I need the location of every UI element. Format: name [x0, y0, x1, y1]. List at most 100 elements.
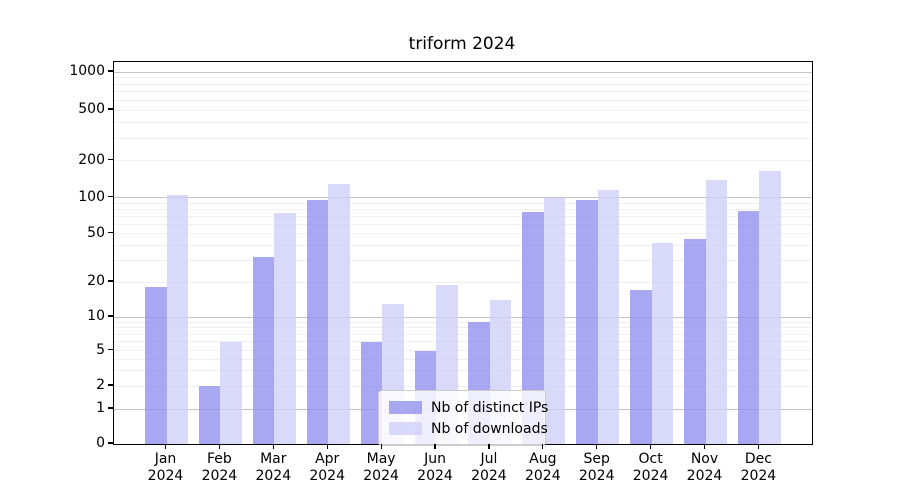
gridline-40 — [114, 244, 812, 246]
y-tick-mark — [108, 384, 113, 386]
gridline-30 — [114, 260, 812, 261]
gridline-100 — [114, 197, 812, 199]
gridline-600 — [114, 99, 812, 101]
gridline-1000 — [114, 71, 812, 73]
y-tick-mark — [108, 70, 113, 72]
legend-row-ips: Nb of distinct IPs — [389, 397, 548, 418]
gridline-90 — [114, 202, 812, 204]
y-tick-label-20: 20 — [87, 273, 105, 289]
y-tick-mark — [108, 348, 113, 351]
gridline-700 — [114, 91, 812, 93]
x-tick-label-feb: Feb 2024 — [201, 451, 238, 484]
x-tick-mark — [596, 444, 598, 449]
gridline-3 — [114, 369, 812, 371]
bar-ips-aug — [522, 211, 544, 444]
x-tick-mark — [757, 444, 760, 449]
legend-label-ips: Nb of distinct IPs — [431, 399, 549, 416]
bar-ips-dec — [737, 210, 760, 444]
y-tick-label-200: 200 — [78, 151, 105, 168]
x-tick-mark — [650, 444, 652, 449]
x-tick-label-nov: Nov 2024 — [686, 451, 723, 484]
x-tick-mark — [380, 444, 382, 449]
legend-label-downloads: Nb of downloads — [431, 420, 548, 437]
x-tick-label-oct: Oct 2024 — [632, 451, 669, 484]
bar-downloads-jan — [166, 195, 188, 444]
y-tick-mark — [108, 315, 113, 317]
x-tick-label-jan: Jan 2024 — [147, 451, 184, 484]
x-tick-mark — [272, 444, 274, 449]
gridline-80 — [114, 208, 812, 210]
gridline-10 — [114, 316, 812, 318]
gridline-20 — [114, 281, 812, 283]
y-tick-mark — [108, 280, 113, 282]
legend-row-downloads: Nb of downloads — [389, 418, 548, 439]
x-tick-mark — [326, 444, 328, 449]
y-tick-label-0: 0 — [96, 435, 105, 451]
legend: Nb of distinct IPs Nb of downloads — [378, 390, 548, 446]
x-tick-label-apr: Apr 2024 — [309, 451, 345, 484]
gridline-50 — [114, 233, 812, 234]
x-tick-label-dec: Dec 2024 — [740, 451, 777, 484]
bar-ips-feb — [198, 386, 221, 444]
legend-swatch-ips-icon — [389, 401, 422, 414]
bar-ips-apr — [306, 200, 329, 444]
gridline-4 — [114, 358, 812, 360]
y-tick-mark — [108, 196, 113, 198]
chart-title: triform 2024 — [408, 34, 516, 54]
bar-ips-mar — [252, 257, 275, 444]
gridline-60 — [114, 223, 812, 225]
y-tick-label-2: 2 — [96, 377, 105, 393]
x-tick-label-jun: Jun 2024 — [417, 451, 453, 484]
gridline-900 — [114, 77, 812, 79]
x-tick-mark — [703, 444, 706, 449]
y-tick-label-100: 100 — [78, 188, 105, 205]
gridline-8 — [114, 327, 812, 329]
x-tick-mark — [542, 444, 544, 449]
bar-downloads-aug — [543, 197, 566, 444]
gridline-500 — [114, 109, 812, 111]
y-tick-mark — [108, 108, 113, 110]
x-tick-mark — [434, 444, 436, 449]
x-tick-mark — [488, 444, 490, 449]
y-tick-label-5: 5 — [96, 341, 105, 358]
gridline-9 — [114, 321, 812, 323]
y-tick-label-1000: 1000 — [69, 63, 105, 79]
legend-swatch-downloads-icon — [389, 422, 422, 435]
bar-ips-sep — [576, 199, 598, 444]
gridline-70 — [114, 215, 812, 217]
y-tick-label-1: 1 — [96, 400, 105, 416]
plot-area: Nb of distinct IPs Nb of downloads — [113, 61, 813, 446]
gridline-7 — [114, 333, 812, 335]
gridline-5 — [114, 350, 812, 351]
bar-downloads-oct — [651, 242, 674, 444]
bar-downloads-nov — [705, 179, 727, 444]
y-tick-mark — [108, 407, 113, 409]
y-tick-label-10: 10 — [87, 308, 105, 324]
gridline-200 — [114, 160, 812, 161]
x-tick-label-may: May 2024 — [363, 451, 399, 484]
y-tick-label-50: 50 — [87, 224, 105, 241]
y-tick-mark — [108, 442, 113, 444]
bar-ips-jan — [145, 287, 167, 444]
bar-downloads-feb — [220, 341, 242, 444]
bar-ips-oct — [630, 290, 652, 444]
x-tick-label-sep: Sep 2024 — [578, 451, 615, 484]
bar-downloads-sep — [597, 189, 620, 444]
gridline-400 — [114, 121, 812, 123]
y-tick-label-500: 500 — [78, 101, 105, 117]
bar-ips-may — [360, 341, 383, 444]
bar-downloads-apr — [328, 183, 350, 444]
gridline-2 — [114, 385, 812, 387]
gridline-6 — [114, 341, 812, 343]
gridline-800 — [114, 83, 812, 85]
bar-downloads-mar — [274, 212, 296, 444]
bar-ips-nov — [684, 239, 706, 444]
gridline-300 — [114, 137, 812, 139]
x-tick-label-jul: Jul 2024 — [471, 451, 507, 484]
y-tick-mark — [108, 231, 113, 234]
bar-downloads-dec — [759, 170, 781, 444]
x-tick-mark — [164, 444, 167, 449]
y-tick-mark — [108, 158, 113, 161]
x-tick-mark — [218, 444, 221, 449]
